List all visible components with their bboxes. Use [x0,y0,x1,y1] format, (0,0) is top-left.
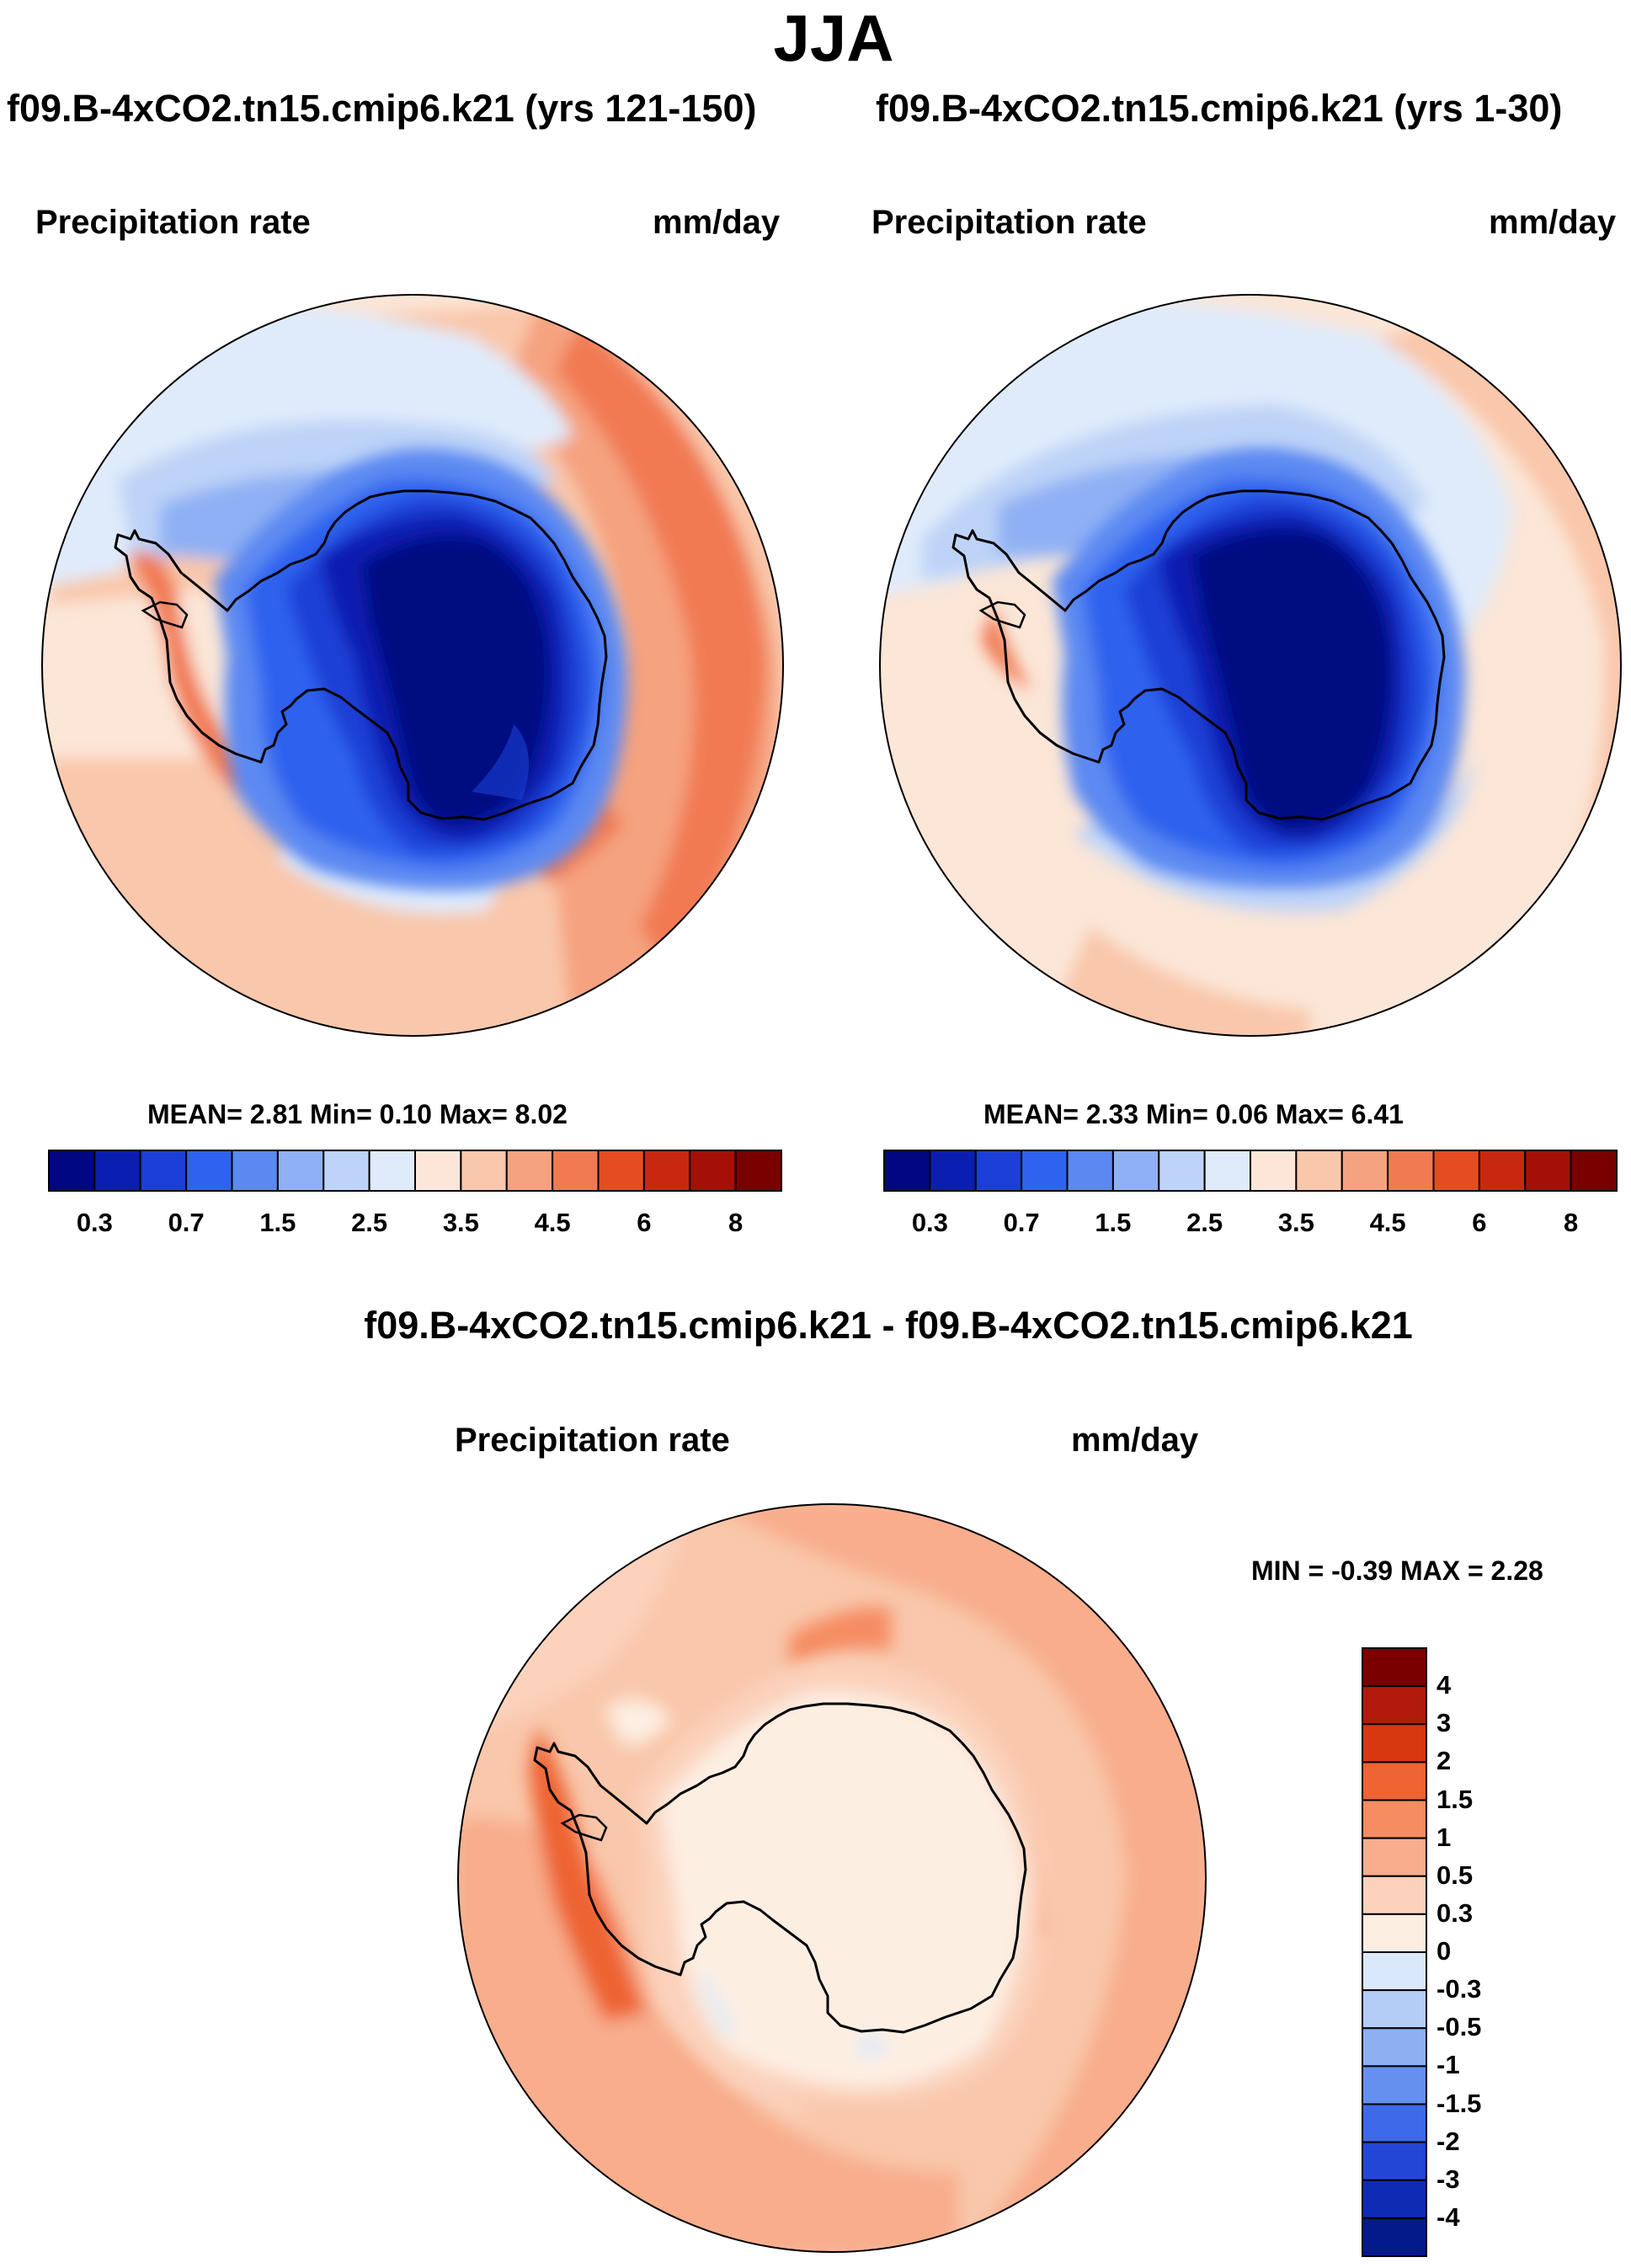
panel-2-colorbar-swatch [974,1150,1023,1192]
panel-1-variable: Precipitation rate [35,204,311,241]
panel-2-colorbar-swatch [1250,1150,1298,1192]
diff-panel-colorbar-tick-label: 0.3 [1436,1897,1474,1928]
figure-title: JJA [773,1,894,75]
diff-panel-colorbar-swatch [1362,1685,1427,1726]
diff-panel-colorbar-tick-label: -1.5 [1436,2088,1482,2118]
diff-panel-colorbar-tick-label: -0.5 [1436,2012,1482,2042]
panel-1-colorbar-swatch [368,1150,416,1192]
panel-1-colorbar-swatch [505,1150,554,1192]
panel-1-colorbar-tick-label: 0.7 [168,1208,205,1237]
panel-2-colorbar-tick-label: 1.5 [1095,1208,1132,1237]
diff-panel-colorbar-swatch [1362,2103,1427,2143]
diff-panel-colorbar-swatch [1362,1647,1427,1688]
panel-2-variable: Precipitation rate [871,204,1147,241]
panel-1-colorbar-swatch [460,1150,508,1192]
panel-1-colorbar-swatch [276,1150,325,1192]
panel-2-colorbar-swatch [1524,1150,1572,1192]
diff-panel-colorbar-swatch [1362,1837,1427,1877]
diff-panel-colorbar-tick-label: -3 [1436,2164,1460,2194]
panel-1-colorbar-swatch [597,1150,645,1192]
diff-panel-colorbar-swatch [1362,1799,1427,1839]
panel-1-colorbar-tick-label: 4.5 [534,1208,571,1237]
panel-1-title: f09.B-4xCO2.tn15.cmip6.k21 (yrs 121-150) [7,87,757,130]
panel-2-colorbar-swatch [1158,1150,1206,1192]
panel-1-units: mm/day [653,204,781,241]
diff-panel-colorbar-tick-label: 4 [1436,1670,1452,1700]
diff-panel-colorbar-tick-label: -2 [1436,2126,1460,2156]
panel-1-colorbar-swatch [139,1150,188,1192]
diff-panel-colorbar-swatch [1362,2179,1427,2219]
diff-panel-title: f09.B-4xCO2.tn15.cmip6.k21 - f09.B-4xCO2… [364,1304,1413,1347]
diff-panel-colorbar-swatch [1362,2065,1427,2105]
panel-1-colorbar-tick-label: 2.5 [351,1208,388,1237]
panel-2-colorbar-tick-label: 2.5 [1186,1208,1223,1237]
panel-2-colorbar-tick-label: 8 [1564,1208,1579,1237]
panel-1-colorbar-tick-label: 0.3 [76,1208,113,1237]
panel-1-colorbar-swatch [322,1150,370,1192]
panel-2-title: f09.B-4xCO2.tn15.cmip6.k21 (yrs 1-30) [876,87,1563,130]
diff-panel-colorbar-swatch [1362,1989,1427,2030]
panel-1-colorbar-swatch [231,1150,279,1192]
diff-panel-colorbar-tick-label: 0.5 [1436,1860,1474,1890]
panel-1-colorbar-swatch [48,1150,96,1192]
diff-panel-colorbar-tick-label: 1 [1436,1822,1452,1852]
diff-panel-colorbar-swatch [1362,1761,1427,1801]
panel-1-map [41,294,784,1037]
panel-2-colorbar-swatch [1341,1150,1389,1192]
panel-2-colorbar-swatch [1021,1150,1069,1192]
diff-panel-colorbar-swatch [1362,2027,1427,2068]
diff-panel-colorbar-tick-label: -4 [1436,2201,1460,2232]
panel-2-colorbar-tick-label: 0.7 [1003,1208,1040,1237]
panel-2-colorbar-tick-label: 3.5 [1277,1208,1314,1237]
panel-1-colorbar-swatch [552,1150,600,1192]
panel-2-colorbar-swatch [929,1150,977,1192]
panel-1-colorbar-tick-label: 3.5 [442,1208,479,1237]
diff-panel-map [457,1503,1207,2253]
diff-panel-colorbar-swatch [1362,1913,1427,1953]
panel-2-colorbar-swatch [1478,1150,1527,1192]
panel-1-colorbar-swatch [414,1150,462,1192]
panel-1-stats: MEAN= 2.81 Min= 0.10 Max= 8.02 [147,1099,568,1129]
panel-2-colorbar-swatch [883,1150,931,1192]
diff-panel-colorbar-swatch [1362,1723,1427,1764]
panel-1-colorbar-tick-label: 8 [728,1208,744,1237]
panel-2-colorbar-tick-label: 6 [1472,1208,1487,1237]
diff-panel-colorbar-swatch [1362,1951,1427,1992]
panel-1-colorbar-swatch [185,1150,233,1192]
panel-1-colorbar-tick-label: 1.5 [259,1208,296,1237]
panel-1-colorbar-swatch [93,1150,141,1192]
diff-panel-colorbar-tick-label: 0 [1436,1936,1452,1966]
panel-2-colorbar-swatch [1295,1150,1343,1192]
diff-panel-colorbar-swatch [1362,2141,1427,2181]
panel-2-colorbar [883,1150,1618,1192]
panel-2-colorbar-swatch [1111,1150,1160,1192]
panel-2-stats: MEAN= 2.33 Min= 0.06 Max= 6.41 [983,1099,1404,1129]
panel-1-colorbar-tick-label: 6 [637,1208,652,1237]
diff-panel-colorbar-tick-label: 3 [1436,1708,1452,1738]
panel-1-colorbar-swatch [734,1150,782,1192]
panel-2-colorbar-swatch [1066,1150,1114,1192]
diff-panel-colorbar-swatch [1362,2217,1427,2257]
diff-panel-colorbar-tick-label: -0.3 [1436,1974,1482,2004]
panel-2-colorbar-tick-label: 4.5 [1369,1208,1406,1237]
panel-1-colorbar-swatch [642,1150,691,1192]
panel-2-map [879,294,1622,1037]
diff-panel-colorbar-tick-label: 2 [1436,1746,1452,1776]
diff-panel-colorbar [1362,1647,1427,2257]
panel-1-colorbar-swatch [689,1150,737,1192]
diff-panel-colorbar-tick-label: -1 [1436,2050,1460,2080]
panel-2-units: mm/day [1489,204,1617,241]
diff-panel-colorbar-swatch [1362,1875,1427,1915]
panel-1-colorbar [48,1150,782,1192]
diff-panel-variable: Precipitation rate [455,1422,730,1459]
diff-panel-stats: MIN = -0.39 MAX = 2.28 [1251,1556,1543,1586]
panel-2-colorbar-tick-label: 0.3 [911,1208,948,1237]
panel-2-colorbar-swatch [1387,1150,1435,1192]
panel-2-colorbar-swatch [1432,1150,1480,1192]
diff-panel-colorbar-tick-label: 1.5 [1436,1784,1474,1814]
panel-2-colorbar-swatch [1203,1150,1251,1192]
diff-panel-units: mm/day [1071,1422,1199,1459]
panel-2-colorbar-swatch [1570,1150,1618,1192]
